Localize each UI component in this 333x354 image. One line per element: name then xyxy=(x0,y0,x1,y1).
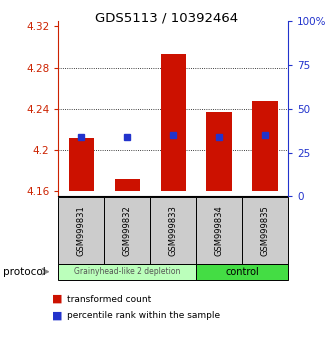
Text: GSM999835: GSM999835 xyxy=(260,205,270,256)
Text: control: control xyxy=(225,267,259,277)
Text: GSM999833: GSM999833 xyxy=(168,205,178,256)
Text: percentile rank within the sample: percentile rank within the sample xyxy=(67,311,220,320)
Text: ■: ■ xyxy=(52,294,62,304)
Text: Grainyhead-like 2 depletion: Grainyhead-like 2 depletion xyxy=(74,267,180,276)
Bar xyxy=(252,101,278,191)
Text: GDS5113 / 10392464: GDS5113 / 10392464 xyxy=(95,11,238,24)
Bar xyxy=(69,138,94,191)
Text: transformed count: transformed count xyxy=(67,295,151,304)
Text: protocol: protocol xyxy=(3,267,46,277)
Text: GSM999831: GSM999831 xyxy=(77,205,86,256)
Bar xyxy=(206,112,232,191)
Text: ■: ■ xyxy=(52,311,62,321)
Text: GSM999832: GSM999832 xyxy=(123,205,132,256)
Bar xyxy=(161,54,186,191)
Text: GSM999834: GSM999834 xyxy=(214,205,224,256)
Bar xyxy=(115,179,140,191)
